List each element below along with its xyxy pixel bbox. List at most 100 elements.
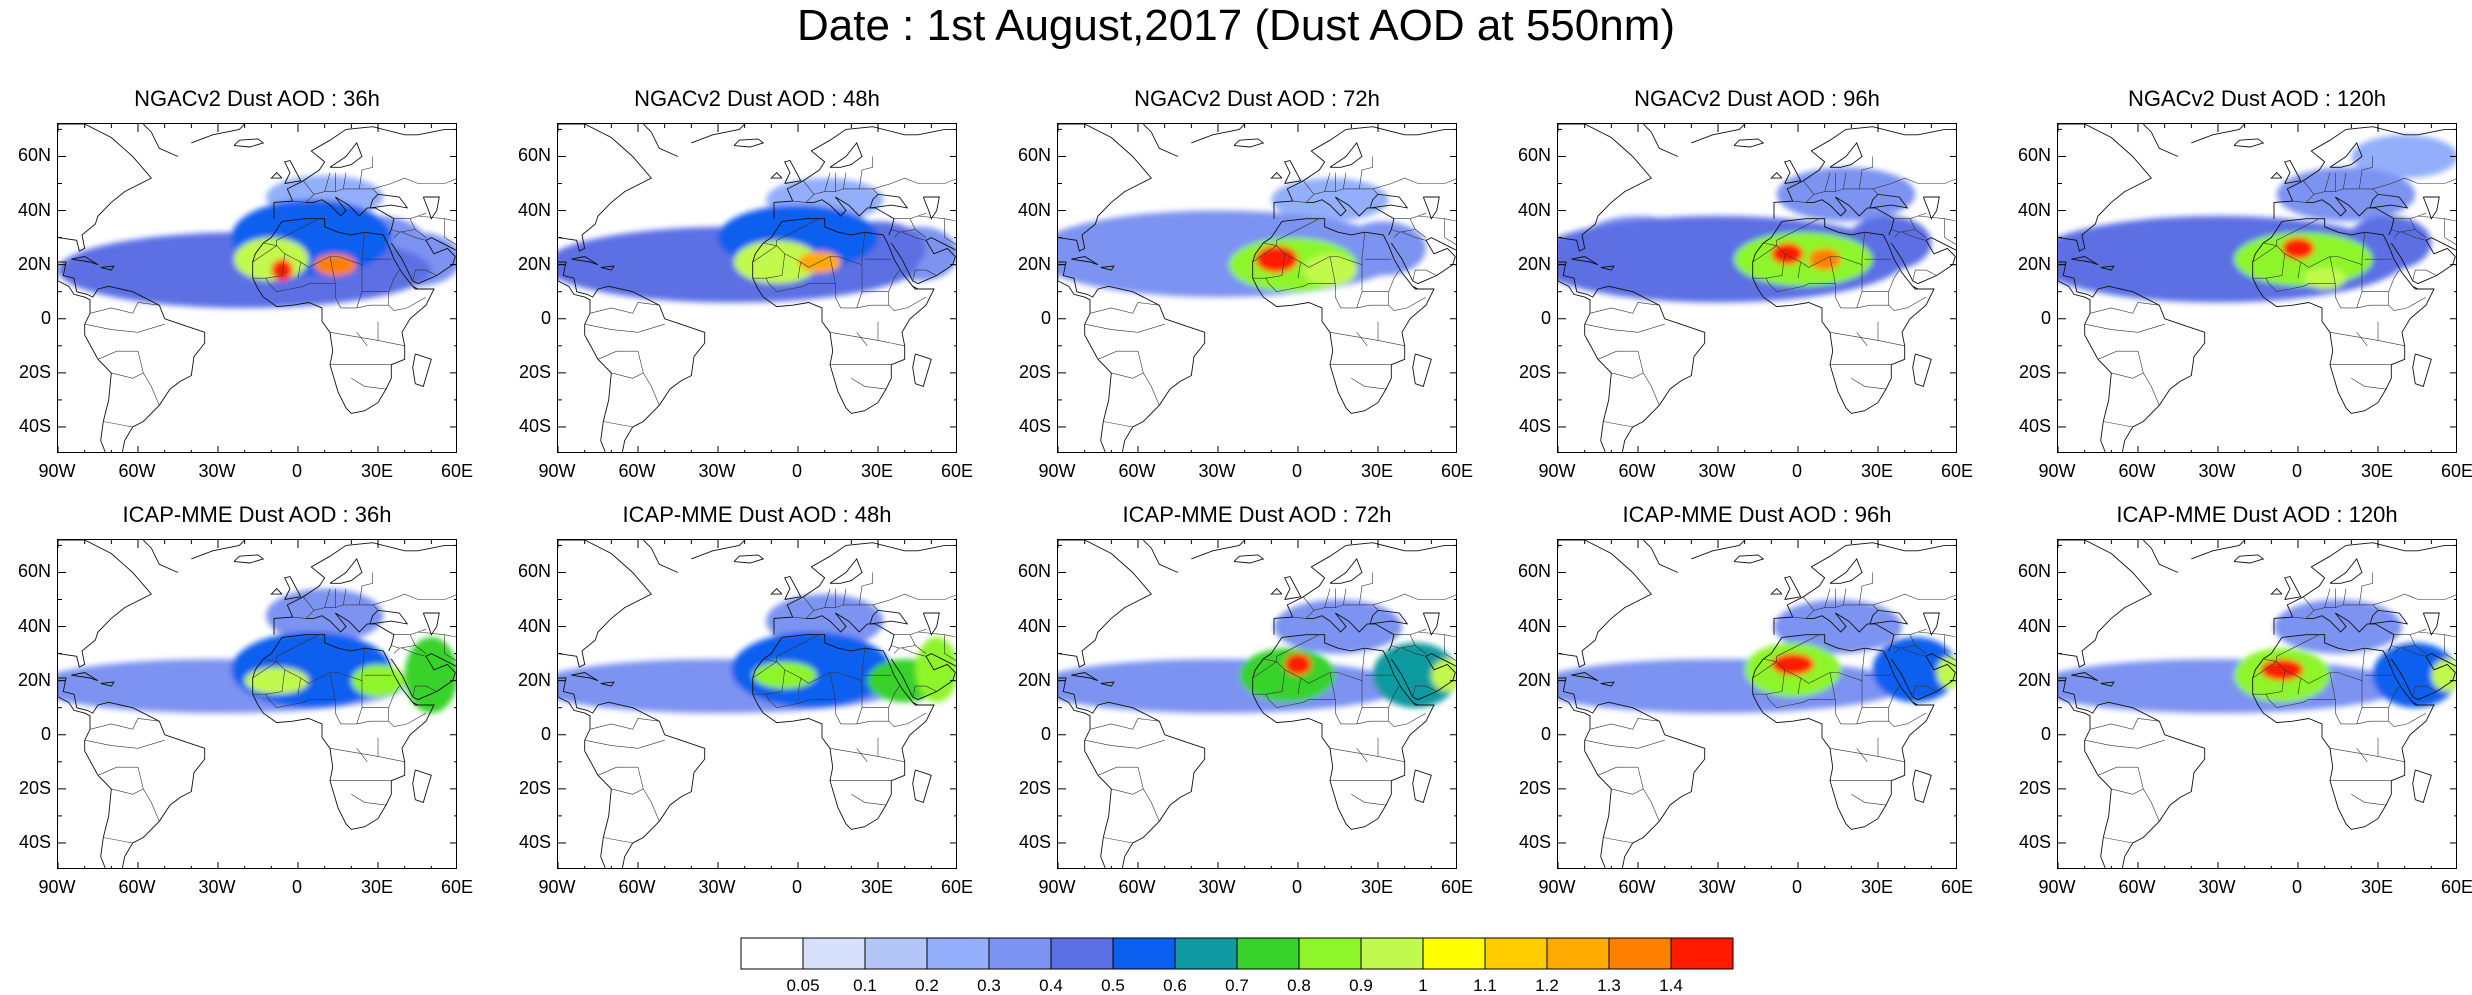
coastline: [2284, 159, 2302, 184]
coastline: [1784, 159, 1802, 184]
country-border: [1393, 647, 1400, 654]
lat-tick-label: 20N: [2017, 253, 2051, 274]
colorbar-label: 0.8: [1287, 976, 1311, 995]
lon-tick-label: 30E: [2360, 877, 2394, 897]
coastline: [691, 540, 746, 560]
coastline: [691, 124, 746, 144]
colorbar-label: 0.4: [1039, 976, 1063, 995]
country-border: [1343, 588, 1347, 605]
country-border: [765, 669, 785, 695]
country-border: [611, 372, 660, 406]
coastline: [1558, 677, 1706, 868]
lon-tick-label: 60W: [2118, 461, 2156, 481]
country-border: [2356, 748, 2368, 762]
coastline: [422, 196, 440, 220]
coastline: [733, 554, 765, 564]
country-border: [912, 269, 937, 281]
lat-tick-label: 20S: [518, 361, 551, 382]
lat-tick-label: 60N: [2017, 561, 2051, 582]
coastline: [1773, 542, 1956, 635]
coastline: [1571, 256, 1599, 266]
dust-aod-field: [558, 594, 956, 714]
lon-tick-label: 30E: [1860, 877, 1894, 897]
colorbar-swatch: [1236, 937, 1300, 970]
aod-contour: [314, 253, 357, 276]
lon-tick-label: 0: [291, 461, 302, 481]
country-border: [1394, 629, 1427, 635]
country-border: [2263, 232, 2365, 268]
coastline: [1142, 124, 1179, 157]
country-border: [1909, 634, 1927, 654]
coastline: [1058, 261, 1206, 452]
map-area: [1057, 539, 1457, 869]
country-border: [2305, 610, 2315, 619]
coastline: [270, 172, 283, 179]
country-border: [2111, 788, 2160, 822]
map-panel: ICAP-MME Dust AOD : 36h 60N 40N 20N 0 20S 40S 9…: [18, 502, 473, 897]
country-border: [263, 232, 365, 268]
country-border: [305, 610, 315, 619]
country-border: [2252, 218, 2320, 263]
lat-tick-label: 40S: [2018, 415, 2051, 436]
lat-tick-label: 40S: [18, 415, 51, 436]
lon-tick-label: 90W: [1538, 461, 1576, 481]
lat-tick-label: 40N: [1517, 199, 1551, 220]
colorbar-swatch: [988, 937, 1052, 970]
coastline: [770, 588, 783, 595]
country-border: [1824, 588, 1831, 608]
country-border: [1409, 634, 1427, 654]
country-border: [1351, 378, 1387, 390]
country-border: [1401, 231, 1427, 241]
country-border: [1589, 302, 1660, 314]
coastline: [1912, 285, 1919, 290]
map-panel: ICAP-MME Dust AOD : 72h 60N 40N 20N 0 20S 40S 9…: [1018, 502, 1473, 897]
aod-contour: [351, 664, 405, 697]
colorbar-label: 1: [1418, 976, 1428, 995]
country-border: [1901, 231, 1927, 241]
country-border: [1393, 231, 1400, 238]
country-border: [859, 156, 874, 189]
coastline: [1273, 542, 1456, 635]
coastline: [1191, 540, 1246, 560]
lon-tick-label: 60W: [1118, 461, 1156, 481]
coastline: [784, 159, 802, 184]
axis-ticks: [558, 124, 956, 452]
coastline: [1071, 256, 1099, 266]
country-border: [1252, 277, 1427, 311]
coastline: [2100, 681, 2115, 687]
country-border: [851, 378, 887, 390]
country-border: [752, 634, 820, 679]
lon-tick-label: 90W: [38, 461, 76, 481]
coastlines: [558, 540, 956, 868]
aod-contour: [915, 637, 956, 703]
lat-tick-label: 40N: [1017, 199, 1051, 220]
country-border: [2329, 256, 2336, 284]
country-border: [877, 194, 900, 198]
lon-tick-label: 90W: [2038, 877, 2076, 897]
country-border: [2097, 350, 2144, 373]
country-border: [265, 669, 285, 695]
country-border: [1103, 421, 1133, 428]
map-svg: [2058, 124, 2456, 452]
country-border: [1324, 588, 1331, 608]
coastline: [1412, 701, 1419, 706]
country-border: [2391, 645, 2416, 649]
country-border: [901, 231, 927, 241]
coastline: [2058, 540, 2153, 668]
aod-contour: [2260, 659, 2304, 681]
lat-tick-label: 60N: [1017, 145, 1051, 166]
colorbar-label: 0.05: [786, 976, 820, 995]
lon-tick-label: 30W: [1198, 877, 1236, 897]
country-border: [356, 332, 368, 346]
coastline: [1233, 554, 1265, 564]
country-border: [1351, 794, 1387, 806]
coastline: [2412, 285, 2419, 290]
lon-tick-label: 60E: [2440, 877, 2472, 897]
country-border: [372, 593, 456, 606]
dust-aod-field: [58, 175, 456, 308]
country-border: [2252, 634, 2320, 679]
coastline: [2390, 653, 2456, 701]
country-border: [843, 588, 847, 605]
country-border: [377, 610, 400, 614]
country-border: [1303, 180, 1379, 195]
